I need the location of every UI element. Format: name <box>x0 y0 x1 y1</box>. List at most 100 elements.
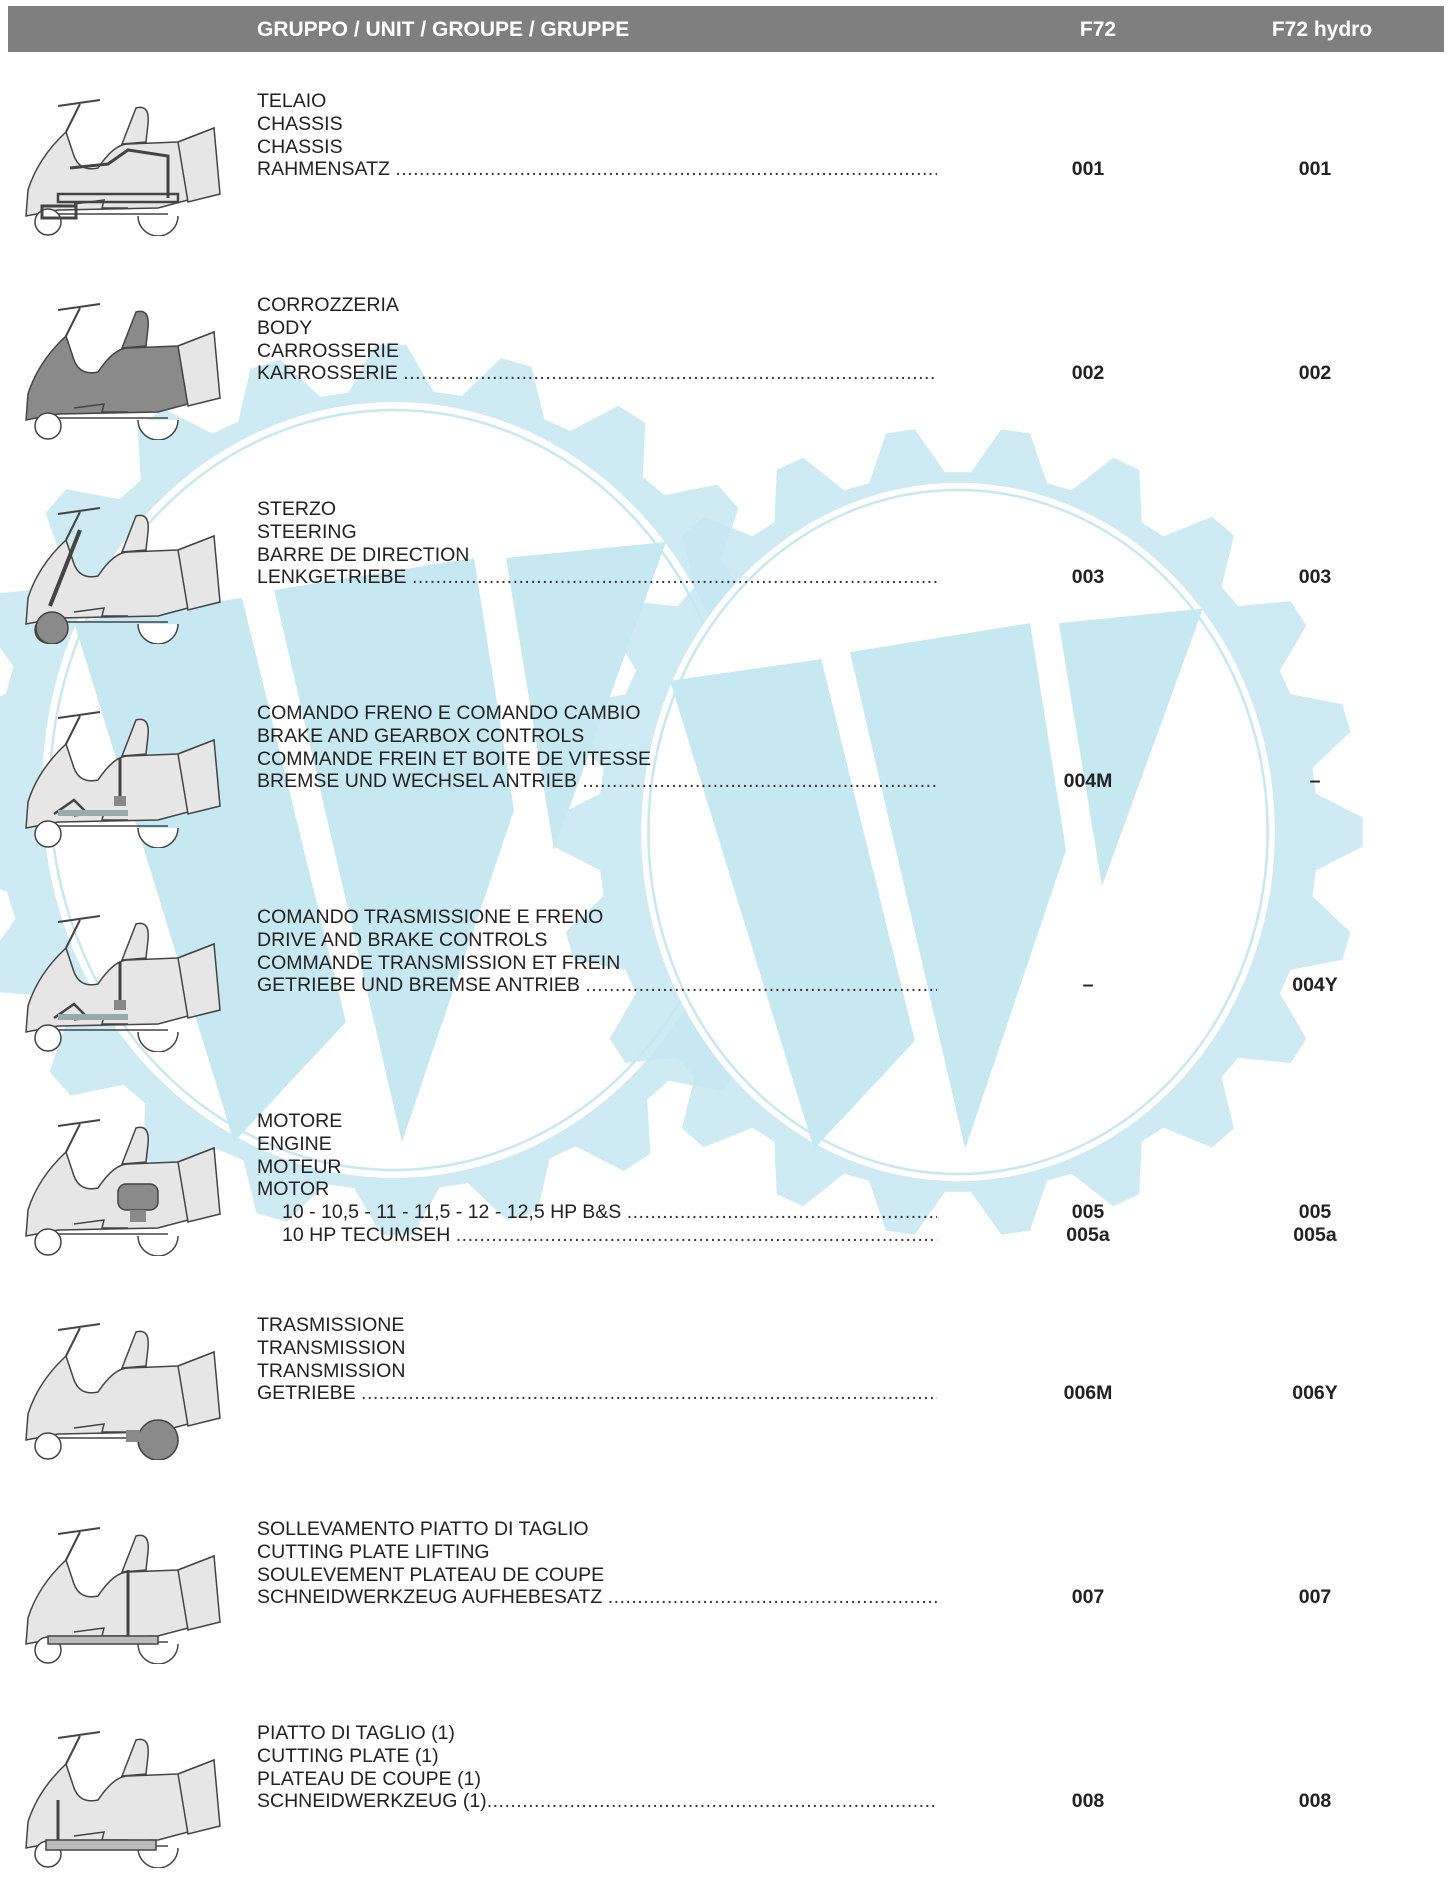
group-description: TRASMISSIONE TRANSMISSION TRANSMISSION GETR… <box>257 1314 937 1405</box>
description-line: GETRIEBE UND BREMSE ANTRIEB <box>257 974 937 997</box>
description-line: KARROSSERIE <box>257 362 937 385</box>
engine-variant-line: 10 HP TECUMSEH <box>257 1224 937 1247</box>
description-line: TRANSMISSION <box>257 1336 406 1359</box>
mower-steering-icon <box>18 506 234 645</box>
description-line: COMANDO FRENO E COMANDO CAMBIO <box>257 702 641 724</box>
parts-group-row: COMANDO TRASMISSIONE E FRENO DRIVE AND BR… <box>0 876 1452 1080</box>
table-code: 007 <box>1071 1586 1105 1609</box>
table-code: 003 <box>1071 566 1105 589</box>
parts-group-row: TRASMISSIONE TRANSMISSION TRANSMISSION GETR… <box>0 1284 1452 1488</box>
table-code: 007 <box>1298 1586 1332 1609</box>
f72-hydro-code-cell: 001 <box>1240 90 1390 181</box>
table-code: 001 <box>1071 158 1105 181</box>
table-code: 003 <box>1298 566 1332 589</box>
description-line: ENGINE <box>257 1132 332 1155</box>
description-line: GETRIEBE <box>257 1382 937 1405</box>
f72-hydro-code-cell: 005 005a <box>1240 1110 1390 1247</box>
table-code: 005a <box>1293 1223 1337 1246</box>
description-line: MOTEUR <box>257 1155 342 1178</box>
group-description: MOTORE ENGINE MOTEUR MOTOR 10 - 10,5 - 11 - … <box>257 1110 937 1247</box>
description-line: CHASSIS <box>257 135 343 158</box>
parts-group-row: COMANDO FRENO E COMANDO CAMBIO BRAKE AND … <box>0 672 1452 876</box>
description-line: CUTTING PLATE (1) <box>257 1744 439 1767</box>
description-line: PIATTO DI TAGLIO (1) <box>257 1722 455 1744</box>
description-line: CHASSIS <box>257 112 343 135</box>
f72-hydro-code-cell: 008 <box>1240 1722 1390 1813</box>
description-line: TELAIO <box>257 90 327 112</box>
description-line: STEERING <box>257 520 357 543</box>
f72-hydro-code-cell: 003 <box>1240 498 1390 589</box>
parts-group-row: STERZO STEERING BARRE DE DIRECTION LENKGETR… <box>0 468 1452 672</box>
description-line: BODY <box>257 316 313 339</box>
table-code: 008 <box>1298 1790 1332 1813</box>
table-code: – <box>1309 770 1321 793</box>
table-code: 006Y <box>1292 1382 1338 1405</box>
f72-code-cell: 003 <box>1013 498 1163 589</box>
table-code: 004Y <box>1292 974 1338 997</box>
description-line: BARRE DE DIRECTION <box>257 543 470 566</box>
parts-group-row: SOLLEVAMENTO PIATTO DI TAGLIO CUTTING PLA… <box>0 1488 1452 1692</box>
description-line: TRASMISSIONE <box>257 1314 405 1336</box>
table-code: 004M <box>1063 770 1113 793</box>
description-line: TRANSMISSION <box>257 1359 406 1382</box>
mower-chassis-icon <box>18 98 234 237</box>
f72-code-cell: 008 <box>1013 1722 1163 1813</box>
parts-group-row: PIATTO DI TAGLIO (1) CUTTING PLATE (1) PLA… <box>0 1692 1452 1896</box>
f72-hydro-code-cell: 007 <box>1240 1518 1390 1609</box>
table-code: – <box>1082 974 1094 997</box>
description-line: LENKGETRIEBE <box>257 566 937 589</box>
mower-transmission-icon <box>18 1322 234 1461</box>
group-description: PIATTO DI TAGLIO (1) CUTTING PLATE (1) PLA… <box>257 1722 937 1813</box>
description-line: BRAKE AND GEARBOX CONTROLS <box>257 724 585 747</box>
table-code: 001 <box>1298 158 1332 181</box>
header-model-f72: F72 <box>1079 18 1117 41</box>
description-line: DRIVE AND BRAKE CONTROLS <box>257 928 548 951</box>
description-line: MOTOR <box>257 1178 330 1201</box>
description-line: CUTTING PLATE LIFTING <box>257 1540 490 1563</box>
description-line: MOTORE <box>257 1110 343 1132</box>
description-line: PLATEAU DE COUPE (1) <box>257 1767 481 1790</box>
mower-plate-lifting-icon <box>18 1526 234 1665</box>
engine-variant-line: 10 - 10,5 - 11 - 11,5 - 12 - 12,5 HP B&S <box>257 1201 937 1224</box>
f72-code-cell: 006M <box>1013 1314 1163 1405</box>
mower-cutting-plate-icon <box>18 1730 234 1869</box>
table-code: 005 <box>1071 1201 1105 1224</box>
table-code: 005 <box>1298 1201 1332 1224</box>
f72-hydro-code-cell: 006Y <box>1240 1314 1390 1405</box>
description-line: SOLLEVAMENTO PIATTO DI TAGLIO <box>257 1518 589 1540</box>
description-line: CARROSSERIE <box>257 339 399 362</box>
header-group-label: GRUPPO / UNIT / GROUPE / GRUPPE <box>257 18 630 41</box>
description-line: COMANDO TRASMISSIONE E FRENO <box>257 906 604 928</box>
group-description: SOLLEVAMENTO PIATTO DI TAGLIO CUTTING PLA… <box>257 1518 937 1609</box>
header-model-f72-hydro: F72 hydro <box>1271 18 1373 41</box>
description-line: COMMANDE FREIN ET BOITE DE VITESSE <box>257 747 652 770</box>
description-line: SCHNEIDWERKZEUG AUFHEBESATZ <box>257 1586 937 1609</box>
mower-engine-icon <box>18 1118 234 1257</box>
parts-group-row: MOTORE ENGINE MOTEUR MOTOR 10 - 10,5 - 11 - … <box>0 1080 1452 1284</box>
f72-code-cell: 005 005a <box>1013 1110 1163 1247</box>
f72-code-cell: 002 <box>1013 294 1163 385</box>
f72-hydro-code-cell: 002 <box>1240 294 1390 385</box>
group-description: STERZO STEERING BARRE DE DIRECTION LENKGETR… <box>257 498 937 589</box>
f72-code-cell: – <box>1013 906 1163 997</box>
group-description: CORROZZERIA BODY CARROSSERIE KARROSSERIE <box>257 294 937 385</box>
table-header: GRUPPO / UNIT / GROUPE / GRUPPE F72 F72 … <box>8 6 1444 52</box>
description-line: BREMSE UND WECHSEL ANTRIEB <box>257 770 937 793</box>
table-code: 005a <box>1066 1223 1110 1246</box>
f72-code-cell: 004M <box>1013 702 1163 793</box>
group-description: COMANDO FRENO E COMANDO CAMBIO BRAKE AND … <box>257 702 937 793</box>
f72-code-cell: 007 <box>1013 1518 1163 1609</box>
mower-brake-gearbox-icon <box>18 710 234 849</box>
description-line: COMMANDE TRANSMISSION ET FREIN <box>257 951 621 974</box>
table-code: 002 <box>1298 362 1332 385</box>
description-line: SOULEVEMENT PLATEAU DE COUPE <box>257 1563 605 1586</box>
group-description: TELAIO CHASSIS CHASSIS RAHMENSATZ <box>257 90 937 181</box>
table-code: 008 <box>1071 1790 1105 1813</box>
mower-body-icon <box>18 302 234 441</box>
mower-drive-brake-icon <box>18 914 234 1053</box>
description-line: SCHNEIDWERKZEUG (1) <box>257 1790 937 1813</box>
group-description: COMANDO TRASMISSIONE E FRENO DRIVE AND BR… <box>257 906 937 997</box>
f72-hydro-code-cell: – <box>1240 702 1390 793</box>
description-line: CORROZZERIA <box>257 294 399 316</box>
